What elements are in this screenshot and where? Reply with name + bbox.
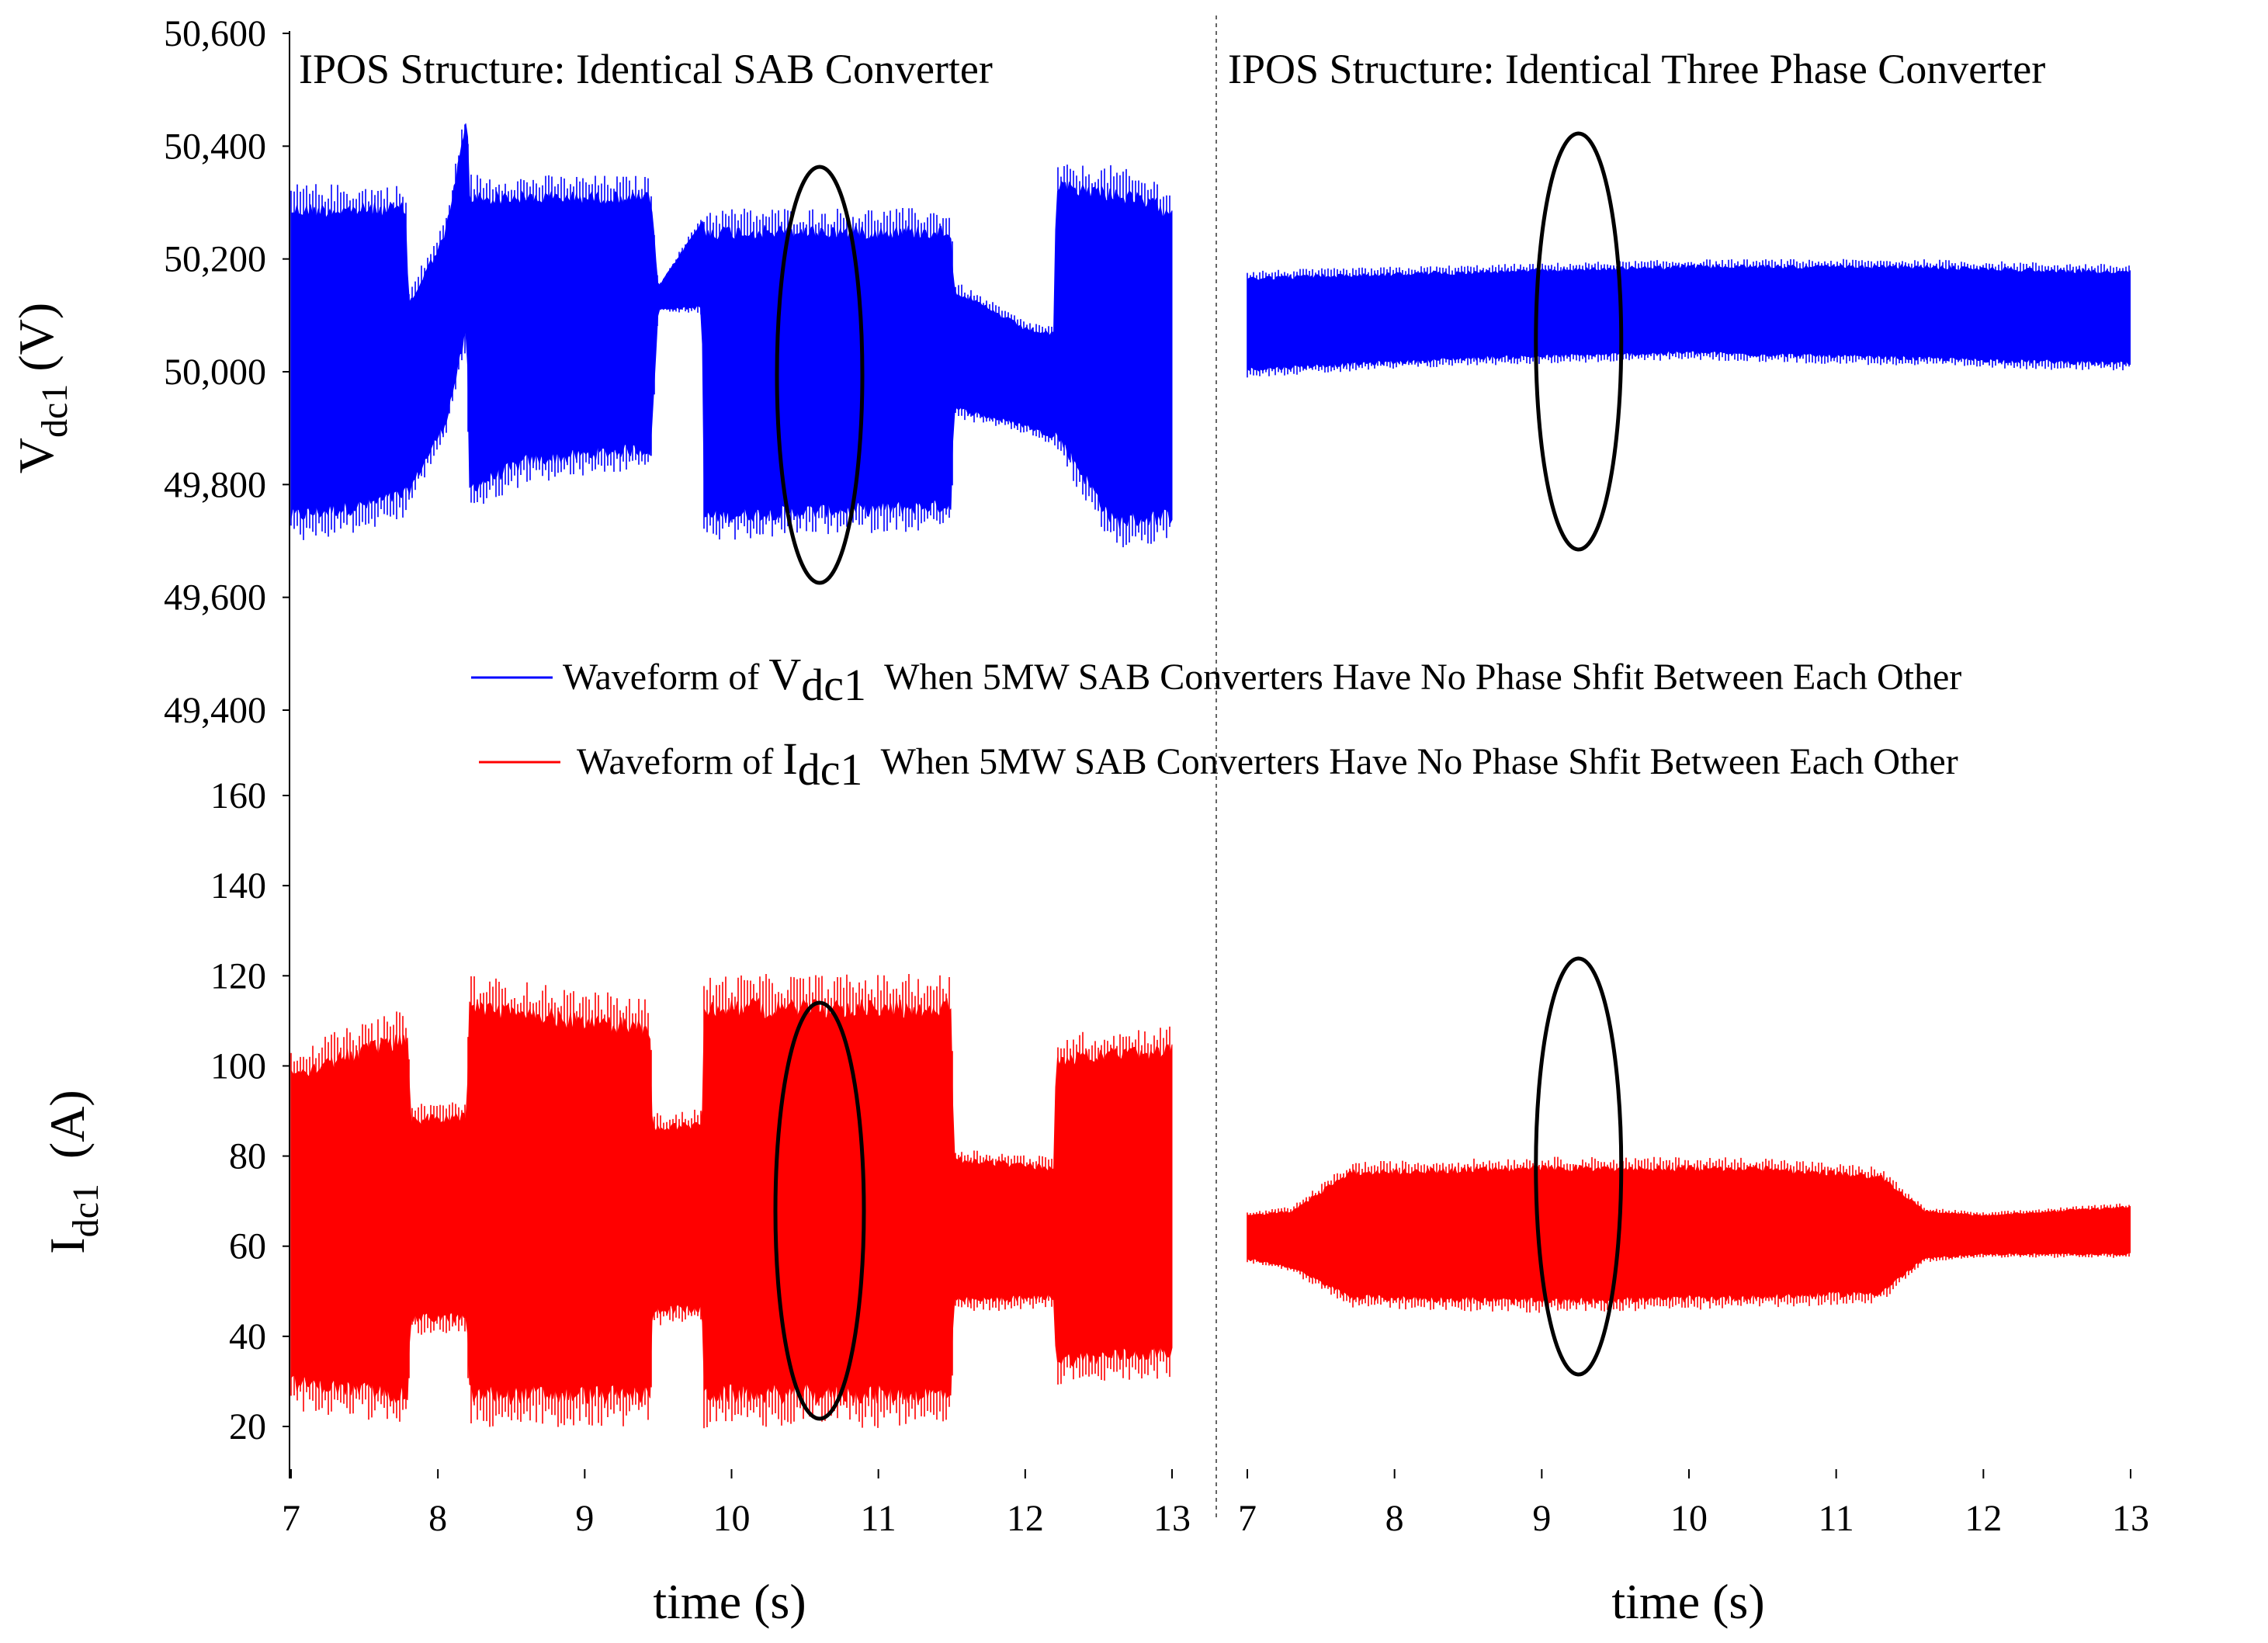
y-axis-title-voltage: Vdc1 (V) bbox=[9, 303, 75, 473]
x-tick-label-bottom-right: 9 bbox=[1532, 1498, 1551, 1539]
y-axis-title-current: Idc1 (A) bbox=[40, 1090, 106, 1253]
legend-label-voltage: Waveform of Vdc1 When 5MW SAB Converters… bbox=[563, 649, 1961, 710]
y-tick-label-voltage: 50,000 bbox=[164, 352, 266, 393]
y-axis-title-voltage-unit: (V) bbox=[9, 303, 64, 384]
x-axis-title-left: time (s) bbox=[653, 1574, 806, 1629]
y-tick-label-voltage: 49,400 bbox=[164, 690, 266, 731]
y-tick-label-voltage: 49,800 bbox=[164, 464, 266, 505]
panel-title-right: IPOS Structure: Identical Three Phase Co… bbox=[1228, 46, 2045, 92]
x-tick-label-bottom-right: 12 bbox=[1965, 1498, 2002, 1539]
ellipse-annotation-bottom-left bbox=[773, 1000, 866, 1421]
y-tick-label-voltage: 50,400 bbox=[164, 126, 266, 167]
legend: Waveform of Vdc1 When 5MW SAB Converters… bbox=[471, 649, 1961, 795]
ellipse-annotation-top-left bbox=[775, 165, 865, 585]
y-tick-label-current: 60 bbox=[229, 1226, 266, 1267]
series-spikes-bottom-left bbox=[290, 974, 1170, 1429]
legend-voltage-main: V bbox=[768, 649, 801, 699]
x-tick-label-bottom-right: 11 bbox=[1819, 1498, 1854, 1539]
waveforms bbox=[290, 123, 2131, 1429]
x-tick-label-bottom-right: 10 bbox=[1670, 1498, 1708, 1539]
axes bbox=[283, 31, 2131, 1478]
x-tick-label-bottom-right: 8 bbox=[1385, 1498, 1404, 1539]
y-tick-label-current: 40 bbox=[229, 1316, 266, 1357]
ellipse-annotations bbox=[773, 131, 1624, 1421]
legend-voltage-prefix: Waveform of bbox=[563, 657, 768, 698]
x-tick-label-bottom-left: 7 bbox=[282, 1498, 300, 1539]
legend-voltage-sub: dc1 bbox=[801, 660, 866, 710]
y-tick-label-current: 140 bbox=[210, 865, 266, 906]
x-tick-label-bottom-left: 9 bbox=[575, 1498, 594, 1539]
y-tick-label-voltage: 50,600 bbox=[164, 13, 266, 54]
x-tick-label-bottom-left: 13 bbox=[1153, 1498, 1191, 1539]
ellipse-annotation-bottom-right bbox=[1534, 956, 1624, 1377]
ellipse-annotation-top-right bbox=[1534, 131, 1624, 552]
y-tick-label-current: 120 bbox=[210, 955, 266, 997]
legend-label-current: Waveform of Idc1 When 5MW SAB Converters… bbox=[577, 733, 1958, 795]
y-axis-title-voltage-sub: dc1 bbox=[34, 384, 75, 438]
x-tick-label-bottom-left: 12 bbox=[1007, 1498, 1044, 1539]
y-axis-title-current-unit: (A) bbox=[40, 1090, 95, 1184]
y-tick-label-current: 160 bbox=[210, 775, 266, 816]
x-tick-label-bottom-right: 13 bbox=[2112, 1498, 2149, 1539]
y-tick-label-current: 100 bbox=[210, 1045, 266, 1087]
legend-current-prefix: Waveform of bbox=[577, 741, 782, 782]
x-tick-label-bottom-left: 8 bbox=[428, 1498, 447, 1539]
y-tick-label-voltage: 49,600 bbox=[164, 577, 266, 619]
legend-current-sub: dc1 bbox=[798, 744, 863, 795]
legend-current-main: I bbox=[782, 733, 797, 784]
x-axis-title-right: time (s) bbox=[1611, 1574, 1764, 1629]
panel-title-left: IPOS Structure: Identical SAB Converter bbox=[299, 46, 993, 92]
x-tick-label-bottom-left: 11 bbox=[861, 1498, 896, 1539]
y-tick-label-current: 20 bbox=[229, 1406, 266, 1447]
y-axis-title-current-sub: dc1 bbox=[65, 1184, 106, 1237]
y-tick-label-current: 80 bbox=[229, 1136, 266, 1177]
y-tick-label-voltage: 50,200 bbox=[164, 239, 266, 280]
x-tick-label-bottom-left: 10 bbox=[713, 1498, 751, 1539]
x-tick-label-bottom-right: 7 bbox=[1238, 1498, 1257, 1539]
series-spikes-bottom-right bbox=[1247, 1156, 2130, 1313]
y-axis-title-voltage-main: V bbox=[9, 438, 64, 473]
y-axis-title-current-main: I bbox=[40, 1237, 95, 1253]
legend-current-suffix: When 5MW SAB Converters Have No Phase Sh… bbox=[862, 741, 1958, 782]
legend-voltage-suffix: When 5MW SAB Converters Have No Phase Sh… bbox=[866, 657, 1961, 698]
series-spikes-top-right bbox=[1247, 258, 2130, 378]
tick-labels: 49,400 49,600 49,800 50,000 50,200 50,400 50,6… bbox=[164, 13, 2149, 1539]
